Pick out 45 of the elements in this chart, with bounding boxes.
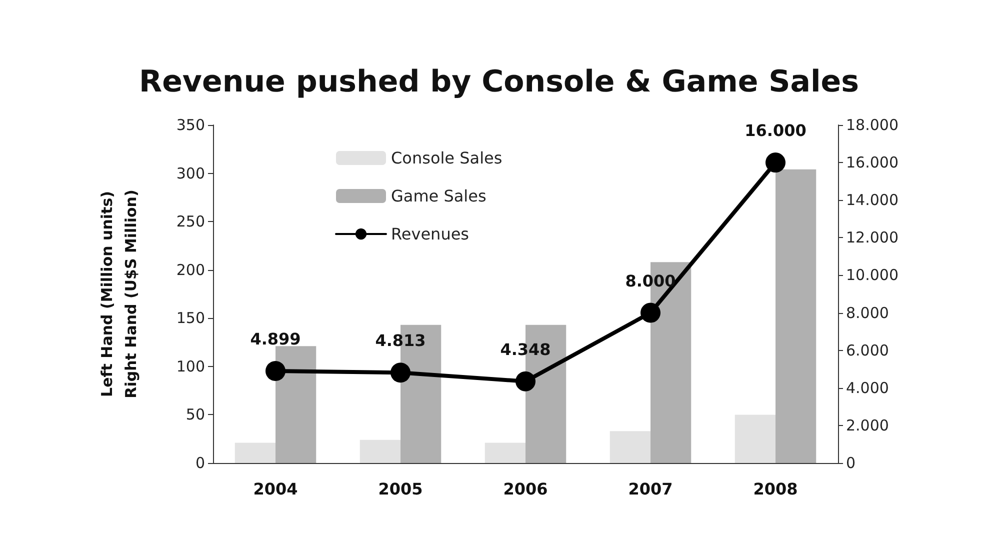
data-label: 16.000 <box>744 121 806 140</box>
chart-title: Revenue pushed by Console & Game Sales <box>138 64 860 100</box>
y2-tick-label: 10.000 <box>846 266 898 284</box>
point <box>766 152 786 173</box>
point <box>640 302 660 323</box>
y-tick-label: 300 <box>176 164 205 182</box>
data-label: 4.899 <box>250 330 301 349</box>
bar <box>234 442 276 463</box>
point <box>516 371 536 392</box>
y2-tick-label: 16.000 <box>846 154 898 172</box>
y-tick-label: 200 <box>176 260 205 279</box>
y2-tick-label: 0 <box>846 454 856 472</box>
y2-tick-label: 4.000 <box>846 378 889 397</box>
legend-label: Game Sales <box>391 186 486 206</box>
y-axis-title: Left Hand (Million units) Right Hand (U$S Million) <box>98 190 140 398</box>
y-tick-label: 50 <box>186 406 205 424</box>
x-tick-label: 2005 <box>378 480 423 498</box>
data-label: 8.000 <box>625 271 676 290</box>
y-tick-label: 150 <box>176 309 205 328</box>
point <box>390 362 410 383</box>
bar <box>776 169 816 463</box>
y-tick-label: 350 <box>176 116 205 134</box>
y2-tick-label: 2.000 <box>846 416 889 434</box>
y2-tick-label: 6.000 <box>846 341 889 360</box>
y-tick-label: 250 <box>176 212 205 231</box>
bar <box>360 440 400 463</box>
data-label: 4.348 <box>500 340 551 359</box>
point <box>266 361 286 381</box>
y2-tick-label: 8.000 <box>846 304 889 322</box>
legend-label: Revenues <box>391 224 470 244</box>
y-tick-label: 0 <box>195 454 205 472</box>
y2-tick-label: 12.000 <box>846 228 898 247</box>
x-tick-label: 2004 <box>253 480 298 498</box>
bar <box>734 414 776 463</box>
bar <box>610 431 650 463</box>
x-tick-label: 2008 <box>753 480 798 498</box>
y2-tick-label: 18.000 <box>846 116 898 134</box>
y2-tick-label: 14.000 <box>846 191 898 210</box>
legend-label: Console Sales <box>391 148 502 168</box>
bar <box>276 346 316 463</box>
x-tick-label: 2006 <box>503 480 548 498</box>
x-tick-label: 2007 <box>628 480 673 498</box>
bar <box>484 442 526 463</box>
y-tick-label: 100 <box>176 357 205 376</box>
data-label: 4.813 <box>375 331 426 350</box>
